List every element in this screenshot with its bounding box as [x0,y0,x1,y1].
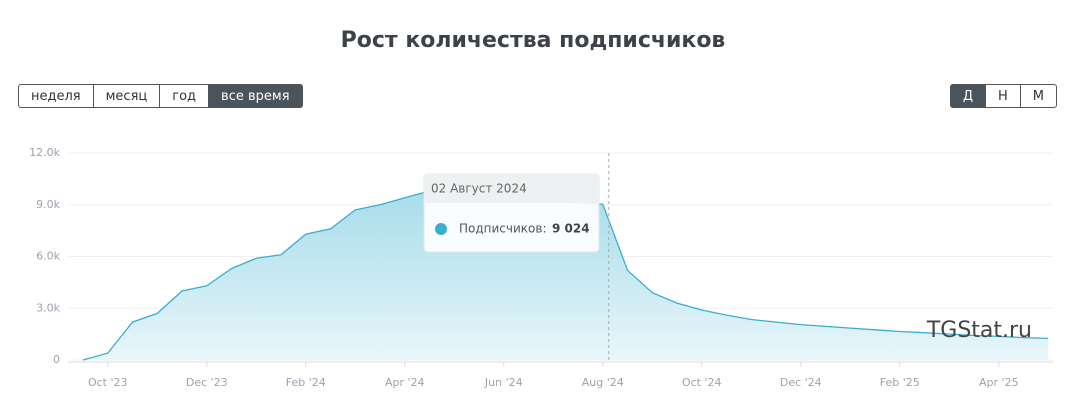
period-button[interactable]: все время [208,84,303,108]
tooltip-label: Подписчиков: [459,222,547,236]
x-tick-label: Dec '23 [186,376,228,389]
area [83,191,1049,360]
y-tick-label: 0 [53,353,60,366]
tooltip-value: 9 024 [552,222,590,236]
x-tick-label: Feb '25 [880,376,920,389]
x-tick-label: Jun '24 [484,376,523,389]
period-button[interactable]: неделя [18,84,94,108]
granularity-button[interactable]: М [1019,84,1057,108]
x-tick-label: Oct '23 [88,376,128,389]
y-tick-label: 6.0k [36,250,60,263]
y-tick-label: 9.0k [36,198,60,211]
x-tick-label: Feb '24 [286,376,326,389]
x-tick-label: Dec '24 [780,376,822,389]
y-tick-label: 12.0k [29,146,60,159]
y-tick-label: 3.0k [36,301,60,314]
period-switch: неделя месяц год все время [18,84,303,108]
chart-title: Рост количества подписчиков [340,28,726,53]
x-tick-label: Oct '24 [682,376,722,389]
x-tick-label: Aug '24 [582,376,624,389]
period-button[interactable]: год [159,84,210,108]
watermark: TGStat.ru [926,318,1032,343]
tooltip-marker [435,223,447,235]
x-tick-label: Apr '25 [979,376,1019,389]
tooltip-header [425,175,598,203]
x-tick-label: Apr '24 [385,376,425,389]
granularity-button[interactable]: Н [985,84,1021,108]
tooltip-date: 02 Август 2024 [431,182,527,196]
